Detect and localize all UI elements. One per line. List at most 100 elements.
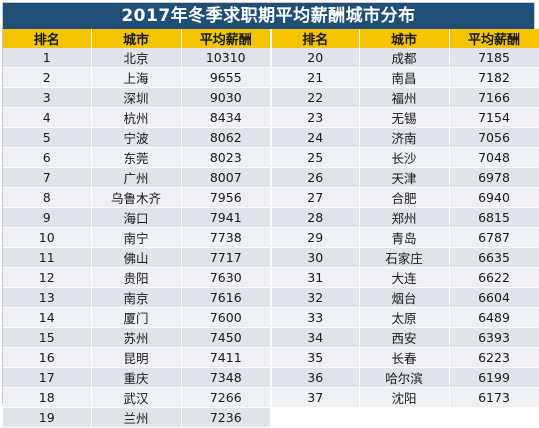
cell-salary: 7956	[181, 187, 272, 208]
cell-rank: 15	[3, 327, 92, 348]
cell-rank: 13	[3, 287, 92, 308]
cell-salary: 7600	[181, 307, 272, 328]
cell-salary: 6393	[449, 327, 539, 348]
cell-city: 上海	[91, 67, 182, 88]
cell-city: 重庆	[91, 367, 182, 388]
cell-city: 深圳	[91, 87, 182, 108]
cell-city: 西安	[359, 327, 450, 348]
cell-rank: 32	[271, 287, 360, 308]
cell-salary: 7048	[449, 147, 539, 168]
cell-city: 武汉	[91, 387, 182, 408]
cell-salary: 7348	[181, 367, 272, 388]
cell-rank: 20	[271, 48, 360, 68]
cell-salary: 6199	[449, 367, 539, 388]
cell-rank: 8	[3, 187, 92, 208]
cell-salary: 8062	[181, 127, 272, 148]
header-salary-left: 平均薪酬	[181, 29, 272, 48]
cell-city: 昆明	[91, 347, 182, 368]
cell-salary: 6173	[449, 387, 539, 408]
cell-rank: 21	[271, 67, 360, 88]
cell-salary: 6815	[449, 207, 539, 228]
cell-salary: 8023	[181, 147, 272, 168]
cell-rank: 33	[271, 307, 360, 328]
header-rank-right: 排名	[271, 29, 360, 48]
table-row: 18 武汉 7266 37 沈阳 6173	[3, 387, 539, 408]
header-row: 排名 城市 平均薪酬 排名 城市 平均薪酬	[3, 29, 539, 48]
cell-salary: 7056	[449, 127, 539, 148]
cell-salary: 9030	[181, 87, 272, 108]
table-row: 6 东莞 8023 25 长沙 7048	[3, 147, 539, 168]
cell-city: 宁波	[91, 127, 182, 148]
cell-city: 长沙	[359, 147, 450, 168]
cell-salary: 6635	[449, 247, 539, 268]
cell-city: 烟台	[359, 287, 450, 308]
cell-rank: 2	[3, 67, 92, 88]
cell-city: 兰州	[91, 407, 182, 428]
cell-rank: 27	[271, 187, 360, 208]
cell-rank: 23	[271, 107, 360, 128]
cell-salary: 8434	[181, 107, 272, 128]
cell-rank: 31	[271, 267, 360, 288]
cell-city: 贵阳	[91, 267, 182, 288]
cell-rank: 10	[3, 227, 92, 248]
table-body: 1 北京 10310 20 成都 7185 2 上海 9655 21 南昌 7182 3 深圳 9030 22…	[3, 48, 539, 428]
cell-rank: 26	[271, 167, 360, 188]
cell-city: 石家庄	[359, 247, 450, 268]
table-row: 19 兰州 7236	[3, 407, 539, 428]
cell-rank: 28	[271, 207, 360, 228]
cell-city: 合肥	[359, 187, 450, 208]
cell-rank: 22	[271, 87, 360, 108]
table-row: 5 宁波 8062 24 济南 7056	[3, 127, 539, 148]
cell-city: 济南	[359, 127, 450, 148]
cell-salary: 7717	[181, 247, 272, 268]
cell-salary: 6604	[449, 287, 539, 308]
cell-city: 天津	[359, 167, 450, 188]
cell-rank: 24	[271, 127, 360, 148]
cell-city: 南宁	[91, 227, 182, 248]
cell-rank: 29	[271, 227, 360, 248]
cell-rank: 35	[271, 347, 360, 368]
cell-city: 南京	[91, 287, 182, 308]
cell-salary: 7411	[181, 347, 272, 368]
cell-rank: 5	[3, 127, 92, 148]
cell-salary: 8007	[181, 167, 272, 188]
cell-salary: 7236	[181, 407, 272, 428]
table-row: 7 广州 8007 26 天津 6978	[3, 167, 539, 188]
cell-city: 无锡	[359, 107, 450, 128]
cell-rank: 16	[3, 347, 92, 368]
cell-city: 北京	[91, 48, 182, 68]
cell-salary: 7166	[449, 87, 539, 108]
cell-rank: 3	[3, 87, 92, 108]
table-row: 1 北京 10310 20 成都 7185	[3, 48, 539, 68]
cell-city: 沈阳	[359, 387, 450, 408]
cell-rank: 17	[3, 367, 92, 388]
cell-city: 太原	[359, 307, 450, 328]
cell-rank: 30	[271, 247, 360, 268]
table-row: 17 重庆 7348 36 哈尔滨 6199	[3, 367, 539, 388]
cell-salary: 9655	[181, 67, 272, 88]
cell-city: 杭州	[91, 107, 182, 128]
cell-rank: 19	[3, 407, 92, 428]
cell-city: 长春	[359, 347, 450, 368]
table-row: 15 苏州 7450 34 西安 6393	[3, 327, 539, 348]
cell-city: 南昌	[359, 67, 450, 88]
cell-salary: 7266	[181, 387, 272, 408]
cell-city: 苏州	[91, 327, 182, 348]
cell-rank: 6	[3, 147, 92, 168]
cell-salary: 6622	[449, 267, 539, 288]
salary-table: 排名 城市 平均薪酬 排名 城市 平均薪酬 1 北京 10310 20 成都 7185 2 上…	[3, 29, 539, 428]
cell-city: 乌鲁木齐	[91, 187, 182, 208]
cell-salary: 7738	[181, 227, 272, 248]
table-row: 16 昆明 7411 35 长春 6223	[3, 347, 539, 368]
table-row: 10 南宁 7738 29 青岛 6787	[3, 227, 539, 248]
cell-city: 福州	[359, 87, 450, 108]
cell-salary: 7182	[449, 67, 539, 88]
cell-city: 海口	[91, 207, 182, 228]
cell-city: 青岛	[359, 227, 450, 248]
table-row: 4 杭州 8434 23 无锡 7154	[3, 107, 539, 128]
table-row: 8 乌鲁木齐 7956 27 合肥 6940	[3, 187, 539, 208]
cell-rank: 4	[3, 107, 92, 128]
cell-city: 东莞	[91, 147, 182, 168]
header-city-left: 城市	[91, 29, 182, 48]
